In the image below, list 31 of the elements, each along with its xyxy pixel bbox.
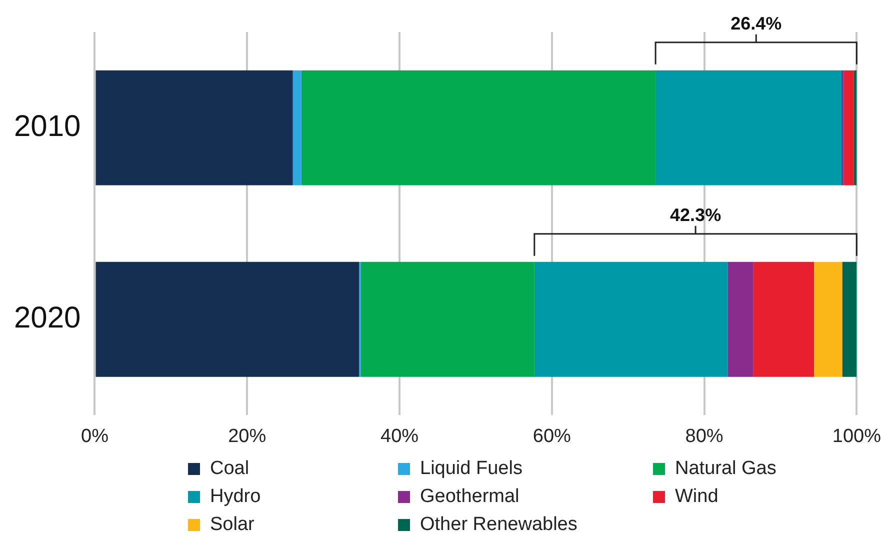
x-tick-label: 60% bbox=[532, 426, 572, 447]
x-tick-label: 40% bbox=[380, 426, 419, 447]
x-tick-label: 20% bbox=[228, 426, 266, 447]
legend-label: Geothermal bbox=[420, 486, 520, 508]
bar bbox=[844, 70, 854, 186]
x-tick-label: 0% bbox=[81, 426, 109, 447]
bar bbox=[842, 262, 857, 377]
bar bbox=[728, 262, 754, 377]
annotation: 42.3% bbox=[670, 204, 722, 225]
x-tick-label: 80% bbox=[685, 426, 724, 447]
bar bbox=[753, 262, 814, 377]
bar bbox=[534, 262, 728, 377]
legend-label: Coal bbox=[210, 458, 250, 480]
y-tick-label: 2010 bbox=[14, 110, 81, 144]
legend-label: Liquid Fuels bbox=[420, 458, 522, 480]
bar bbox=[854, 70, 857, 186]
legend-label: Other Renewables bbox=[420, 514, 578, 536]
bar bbox=[301, 70, 656, 186]
bar bbox=[96, 70, 293, 186]
legend-label: Wind bbox=[675, 486, 718, 508]
legend-label: Natural Gas bbox=[675, 458, 776, 480]
bar bbox=[814, 262, 842, 377]
bar bbox=[656, 70, 842, 186]
bar bbox=[292, 70, 302, 186]
annotation: 26.4% bbox=[730, 13, 782, 34]
legend-label: Hydro bbox=[210, 486, 261, 508]
bar bbox=[360, 262, 534, 377]
x-tick-label: 100% bbox=[832, 426, 882, 447]
y-tick-label: 2020 bbox=[14, 302, 81, 335]
legend-label: Solar bbox=[210, 514, 254, 536]
bar bbox=[96, 262, 360, 377]
